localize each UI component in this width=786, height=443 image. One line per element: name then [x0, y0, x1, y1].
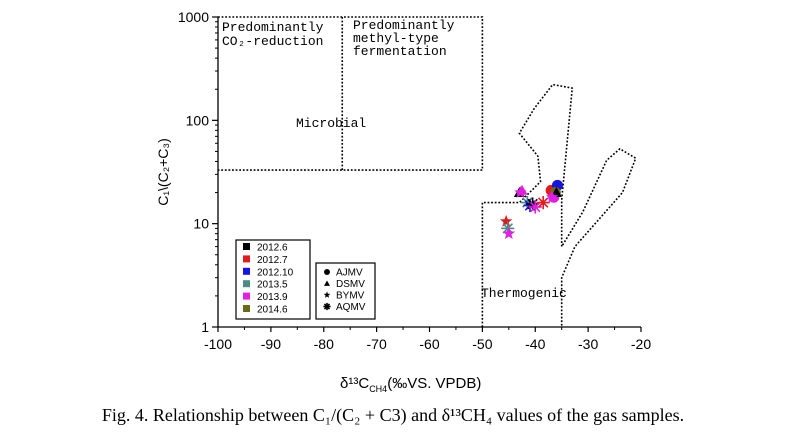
x-tick-label: -90 [261, 336, 281, 352]
legend-year-swatch [243, 280, 250, 288]
x-tick-label: -80 [314, 336, 334, 352]
y-tick-label: 1 [201, 319, 209, 335]
x-axis-label-subscript: CH4 [369, 384, 387, 394]
x-axis-label-main: δ¹³C [340, 375, 369, 392]
region-label-thermogenic: Thermogenic [481, 286, 567, 301]
x-axis-label: δ¹³CCH4(‰VS. VPDB) [340, 375, 481, 394]
data-point-aqmv [536, 195, 550, 210]
y-axis-label: C₁\(C₂+C₃) [155, 138, 171, 206]
legend-site-marker-circle [324, 269, 330, 275]
x-tick-label: -100 [204, 336, 232, 352]
data-point-bymv [545, 190, 559, 203]
data-point-bymv [514, 186, 527, 198]
x-tick-label: -60 [419, 336, 439, 352]
legend-year-label: 2012.7 [257, 255, 288, 266]
y-tick-label: 100 [186, 112, 210, 128]
legend-site-marker-star [323, 291, 331, 298]
legend-year-swatch [243, 267, 250, 275]
data-points [499, 179, 563, 239]
data-point-bymv [499, 214, 513, 227]
x-tick-label: -30 [578, 336, 598, 352]
data-point-dsmv [550, 187, 562, 197]
legend-year-swatch [243, 305, 250, 312]
x-tick-label: -50 [472, 336, 492, 352]
legend-site-label: BYMV [336, 291, 365, 302]
region-label-microbial: Microbial [296, 116, 366, 131]
region-label-methyl-line2: methyl-type [353, 31, 439, 46]
figure-caption: Fig. 4. Relationship between C₁/(C₂ + C3… [101, 405, 685, 425]
x-tick-label: -40 [525, 336, 545, 352]
genetic-region-boxes [218, 16, 637, 327]
legend-site-label: DSMV [336, 279, 365, 290]
region-label-methyl-line3: fermentation [353, 44, 447, 59]
thermogenic-region-box [481, 83, 637, 327]
legend-year-label: 2013.5 [257, 280, 288, 291]
axes: -100 -90 -80 -70 -60 -50 -40 -30 -20 1 10 100 1000 [178, 9, 651, 352]
x-tick-label: -20 [631, 336, 651, 352]
legend-site-label: AQMV [336, 302, 366, 313]
y-tick-label: 1000 [178, 9, 209, 25]
legend-year-swatch [243, 243, 250, 250]
legend-year-swatch [243, 255, 250, 263]
region-label-methyl-line1: Predominantly [353, 18, 455, 33]
x-tick-label: -70 [367, 336, 387, 352]
legend-year-label: 2012.6 [257, 243, 288, 254]
y-tick-label: 10 [193, 216, 209, 232]
legend-year-label: 2013.9 [257, 292, 288, 303]
legend-year-label: 2014.6 [257, 305, 288, 316]
data-point-bymv [502, 227, 516, 239]
legend-site-marker-asterisk [323, 302, 331, 311]
legend-site-marker-triangle [324, 280, 330, 286]
legend-site-label: AJMV [336, 268, 363, 279]
legend-year-box [235, 239, 311, 320]
region-label-co2-reduction-line1: Predominantly [222, 20, 324, 35]
x-axis-label-suffix: (‰VS. VPDB) [387, 375, 481, 392]
legend-year-swatch [243, 292, 250, 300]
legend-year-label: 2012.10 [257, 267, 294, 278]
region-label-co2-reduction-line2: CO₂-reduction [222, 34, 323, 49]
